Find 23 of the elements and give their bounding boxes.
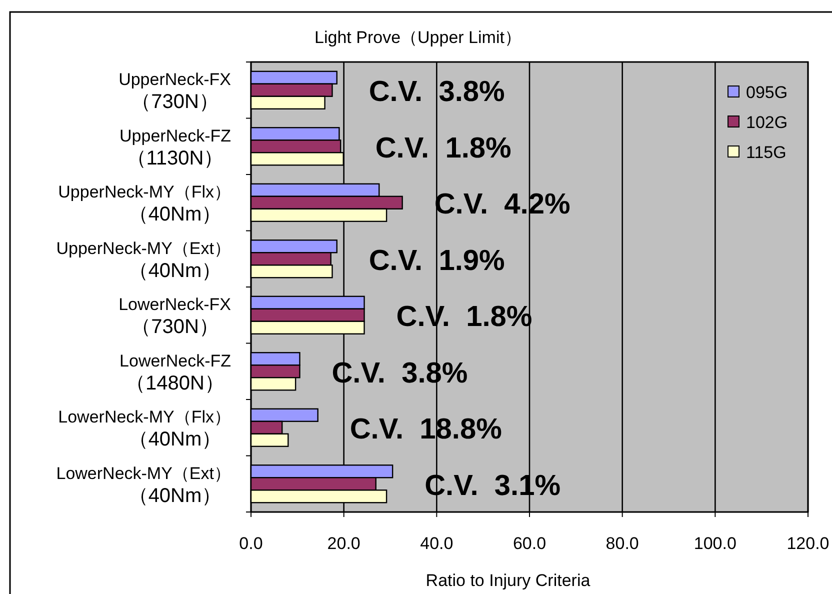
x-tick-label: 40.0 bbox=[420, 534, 454, 553]
legend-label: 102G bbox=[746, 113, 788, 132]
legend-label: 095G bbox=[746, 83, 788, 102]
y-tick-label: UpperNeck-MY（Ext）（40Nm） bbox=[56, 238, 231, 282]
x-tick-label: 80.0 bbox=[606, 534, 639, 553]
x-tick-label: 100.0 bbox=[694, 534, 736, 553]
y-tick-label: LowerNeck-FZ（1480N） bbox=[120, 351, 231, 394]
annotation: C.V. 3.8% bbox=[368, 76, 506, 108]
chart-title: Light Prove（Upper Limit） bbox=[314, 28, 522, 47]
y-tick-label: UpperNeck-FX（730N） bbox=[118, 70, 231, 114]
x-axis-title: Ratio to Injury Criteria bbox=[426, 571, 591, 590]
x-tick-label: 120.0 bbox=[786, 534, 830, 553]
y-tick-label: LowerNeck-MY（Ext）（40Nm） bbox=[56, 464, 231, 507]
y-tick-label: UpperNeck-MY（Flx）（40Nm） bbox=[58, 182, 231, 226]
x-tick-label: 60.0 bbox=[512, 534, 546, 553]
y-tick-label: LowerNeck-FX（730N） bbox=[118, 295, 231, 338]
annotation: C.V. 1.9% bbox=[368, 244, 506, 277]
x-tick-label: 0.0 bbox=[239, 534, 263, 553]
legend-label: 115G bbox=[746, 143, 786, 162]
y-tick-label: UpperNeck-FZ（1130N） bbox=[120, 126, 231, 170]
annotation: C.V. 1.8% bbox=[375, 132, 512, 164]
x-tick-label: 20.0 bbox=[327, 534, 360, 553]
y-tick-label: LowerNeck-MY（Flx）（40Nm） bbox=[58, 408, 231, 451]
